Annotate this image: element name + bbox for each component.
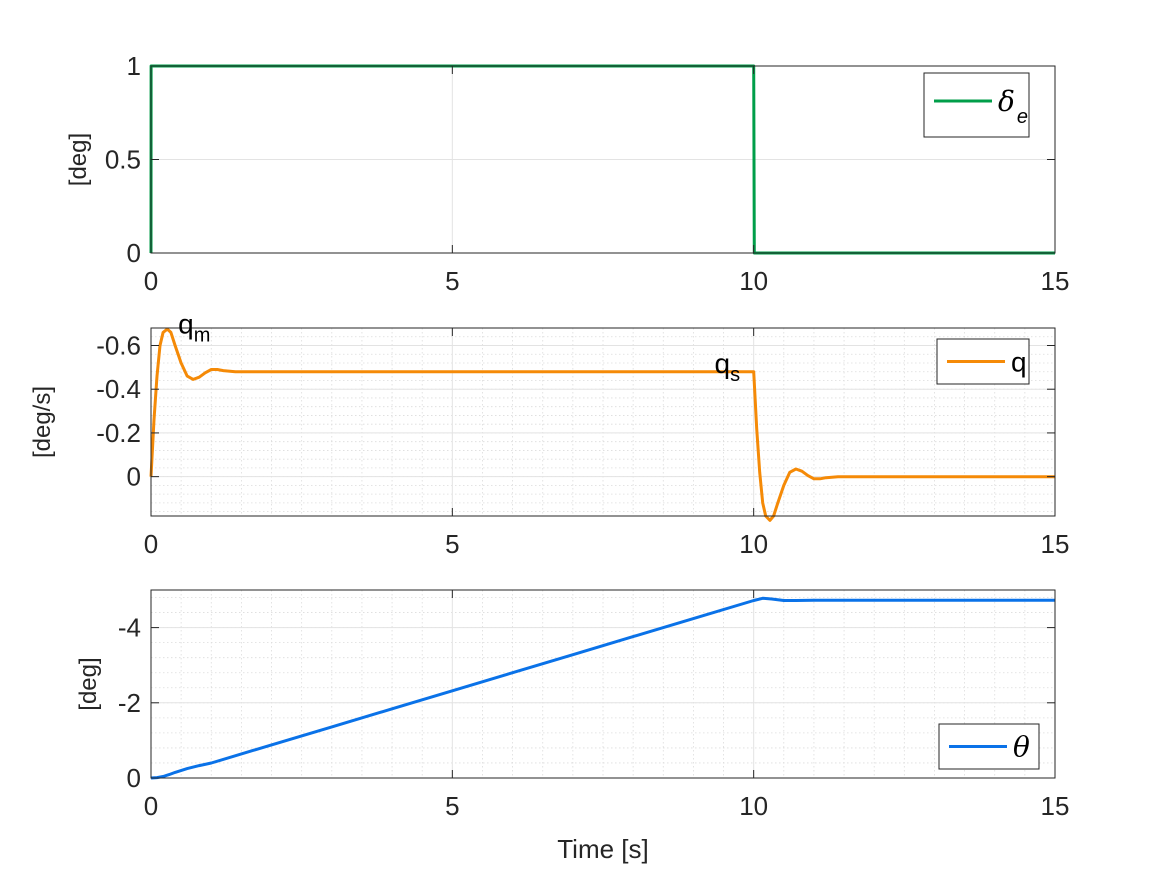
y-axis-label-q: [deg/s] [29,386,56,458]
axes-frame-theta [150,589,1056,779]
annotation-main: q [178,309,194,340]
annotation-q-m: qm [178,309,210,347]
y-tick-label: -0.4 [96,374,141,404]
y-tick-label: -0.2 [96,418,141,448]
legend-label-theta: θ [1013,731,1030,764]
x-tick-label: 10 [739,266,768,296]
legend-q: q [936,338,1030,385]
annotation-main: q [714,348,730,379]
y-tick-label: 1 [127,51,141,81]
x-tick-label: 15 [1041,791,1070,821]
x-tick-label: 10 [739,529,768,559]
annotation-sub: m [194,325,211,347]
series-line-q [149,327,1055,522]
y-tick-label: 0 [127,763,141,793]
x-tick-label: 0 [144,529,158,559]
y-tick-label: -2 [118,688,141,718]
axes-frame-delta-e [150,65,1056,254]
y-tick-label: -4 [118,613,141,643]
y-tick-label: -0.6 [96,330,141,360]
legend-label-q: q [1011,347,1027,378]
x-tick-labels-q: 0 5 10 15 [144,529,1070,559]
y-tick-label: 0 [127,238,141,268]
annotation-q-s: qs [714,348,740,386]
axes-frame-q [150,327,1056,517]
legend-label-delta-e-sub: e [1017,106,1028,128]
legend-box-delta-e [923,72,1030,138]
x-tick-label: 15 [1041,529,1070,559]
y-tick-labels-theta: 0 -2 -4 [118,613,141,793]
y-axis-label-theta: [deg] [75,657,102,710]
y-tick-labels-delta-e: 00.51 [105,51,141,268]
annotation-sub: s [730,364,740,386]
x-tick-labels-delta-e: 0 5 10 15 [144,266,1070,296]
x-tick-labels-theta: 0 5 10 15 [144,791,1070,821]
x-tick-label: 15 [1041,266,1070,296]
legend-label-delta-e-main: δ [998,85,1015,118]
x-axis-label-theta: Time [s] [557,834,648,864]
x-tick-label: 5 [445,529,459,559]
x-tick-label: 10 [739,791,768,821]
y-tick-label: 0.5 [105,145,141,175]
series-line-theta [150,596,1055,780]
x-tick-label: 5 [445,266,459,296]
x-tick-label: 0 [144,791,158,821]
legend-theta: θ [938,723,1040,770]
x-tick-label: 5 [445,791,459,821]
x-tick-label: 0 [144,266,158,296]
y-tick-label: 0 [127,462,141,492]
panel-theta: 0 5 10 15 0 -2 -4 [deg] Time [s] θ [75,589,1070,864]
y-axis-label-delta-e: [deg] [65,133,92,186]
y-tick-labels-q: 0 -0.2 -0.4 -0.6 [96,330,141,491]
